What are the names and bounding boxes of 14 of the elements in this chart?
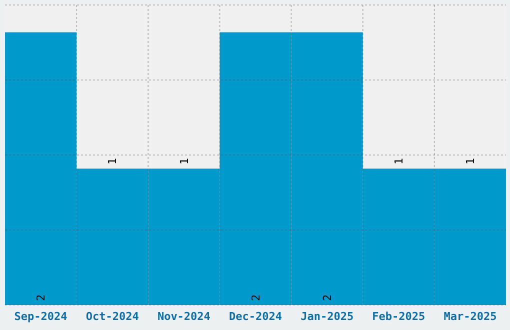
x-tick-label: Feb-2025: [372, 310, 426, 324]
data-label: 2: [320, 294, 334, 301]
x-tick-label: Oct-2024: [86, 310, 140, 324]
data-label: 1: [464, 158, 478, 165]
data-label: 1: [392, 158, 406, 165]
x-tick-label: Sep-2024: [14, 310, 68, 324]
x-tick-label: Nov-2024: [157, 310, 211, 324]
x-tick-label: Jan-2025: [300, 310, 354, 324]
data-label: 1: [178, 158, 191, 165]
data-label: 1: [106, 158, 120, 165]
x-tick-label: Mar-2025: [444, 310, 497, 324]
data-label: 2: [249, 294, 262, 301]
x-tick-label: Dec-2024: [229, 310, 282, 324]
data-label: 2: [34, 294, 48, 301]
